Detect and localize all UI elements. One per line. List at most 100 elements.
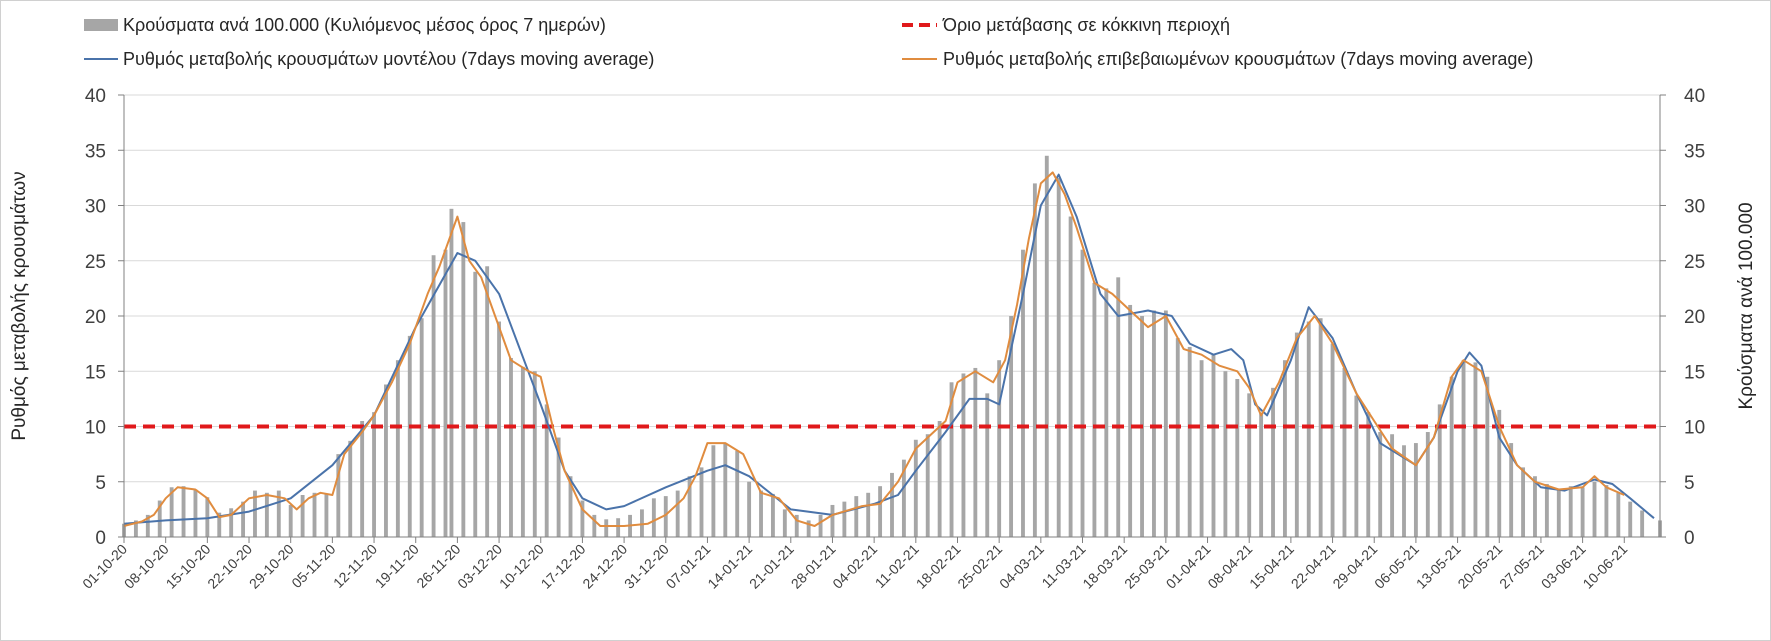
bar (324, 493, 329, 537)
bar (169, 487, 174, 537)
bar (1449, 376, 1454, 537)
bar (818, 514, 823, 537)
bar (1211, 354, 1216, 537)
bar (1306, 321, 1311, 537)
y-tick-label-left: 20 (85, 307, 106, 328)
y-tick-label-left: 0 (95, 528, 106, 549)
y-tick-label-right: 35 (1684, 141, 1705, 162)
bar (419, 318, 424, 537)
bar (1271, 387, 1275, 537)
bar (520, 366, 525, 537)
y-tick-label-right: 30 (1684, 197, 1705, 218)
bar (1628, 501, 1633, 537)
bar (360, 420, 365, 537)
bar (973, 367, 978, 537)
bar (901, 459, 906, 537)
y-ticks-right: 0 5 10 15 20 25 30 35 40 (1684, 86, 1705, 549)
bar (699, 467, 704, 537)
bar (1021, 249, 1025, 537)
bar (1223, 371, 1228, 537)
bar (1175, 338, 1180, 537)
bar (794, 514, 799, 537)
bar (407, 335, 412, 537)
legend-label-bars: Κρούσματα ανά 100.000 (Κυλιόμενος μέσος … (123, 15, 606, 35)
bar (1199, 360, 1204, 537)
bar (193, 489, 198, 537)
bar (133, 520, 138, 537)
bar (1497, 409, 1502, 537)
bar (1485, 376, 1490, 537)
bar (229, 508, 234, 537)
bar-series (122, 155, 1662, 538)
bar (276, 490, 281, 537)
bar (1437, 404, 1442, 537)
bar (616, 518, 621, 537)
bar (497, 321, 502, 537)
bar (1068, 216, 1073, 538)
bar (1009, 316, 1014, 537)
bar (580, 500, 585, 537)
bar (1116, 277, 1121, 537)
bar (509, 357, 513, 537)
bar (1580, 487, 1585, 537)
bar (1461, 360, 1466, 537)
bar (1366, 412, 1371, 537)
bar (181, 486, 186, 537)
bar (1235, 378, 1240, 537)
bar (443, 249, 448, 537)
bar (1128, 304, 1133, 537)
bar (1402, 445, 1406, 537)
y-tick-label-left: 40 (85, 86, 106, 107)
bar (1568, 486, 1573, 537)
bar (878, 486, 883, 537)
axes (118, 94, 1666, 543)
bar (241, 501, 246, 537)
y-tick-label-left: 15 (85, 362, 106, 383)
bar (556, 437, 561, 537)
bar (770, 493, 775, 537)
bar (568, 476, 573, 537)
bar (866, 492, 871, 537)
bar (1640, 510, 1645, 537)
bar (336, 454, 341, 537)
bar (205, 497, 210, 537)
bar (473, 271, 478, 537)
bar (759, 490, 763, 537)
y-tick-label-right: 15 (1684, 362, 1705, 383)
bar (1187, 346, 1192, 537)
bar (372, 412, 376, 537)
y-tick-label-left: 5 (95, 473, 106, 494)
y-tick-label-right: 10 (1684, 418, 1705, 439)
bar (663, 496, 668, 537)
legend-swatch-bars (84, 19, 118, 31)
bar (985, 393, 990, 537)
bar (675, 490, 680, 537)
bar (461, 222, 466, 537)
bar (253, 490, 257, 537)
bar (735, 450, 740, 537)
bar (806, 520, 811, 537)
bar (723, 443, 728, 537)
legend: Κρούσματα ανά 100.000 (Κυλιόμενος μέσος … (84, 15, 1533, 69)
bar (532, 371, 537, 537)
bar (687, 476, 692, 537)
bar (1044, 155, 1049, 537)
y-ticks-left: 0 5 10 15 20 25 30 35 40 (85, 86, 106, 549)
confirmed-series (123, 171, 1625, 527)
bar (913, 439, 918, 537)
bar (217, 512, 222, 537)
y-axis-title-right: Κρούσματα ανά 100.000 (1736, 202, 1757, 409)
bar (854, 496, 859, 537)
bar (1604, 485, 1609, 537)
model-line (123, 173, 1655, 525)
bar (1354, 395, 1359, 537)
bar (1342, 367, 1347, 537)
bar (1521, 467, 1526, 537)
bar (145, 514, 150, 537)
model-series (123, 173, 1655, 525)
y-tick-label-right: 40 (1684, 86, 1705, 107)
bar (747, 481, 752, 537)
y-tick-label-right: 0 (1684, 528, 1695, 549)
bar (1163, 310, 1168, 537)
